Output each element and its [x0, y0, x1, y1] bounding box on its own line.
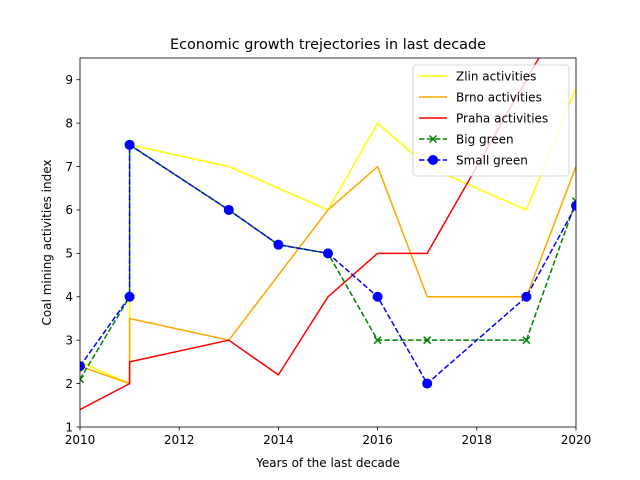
y-tick-label: 9 [65, 73, 73, 87]
data-point-small-green [323, 248, 333, 259]
data-point-small-green [273, 239, 284, 250]
legend-label: Big green [456, 132, 514, 146]
y-tick-label: 5 [65, 247, 73, 261]
legend-marker [428, 134, 438, 144]
y-axis-label: Coal mining activities index [40, 160, 54, 326]
y-tick-label: 2 [65, 377, 73, 391]
legend-item-brno-activities: Brno activities [419, 90, 542, 104]
y-tick-label: 1 [65, 420, 73, 434]
legend-label: Zlin activities [456, 69, 536, 83]
data-point-small-green [124, 291, 135, 302]
y-tick-label: 3 [65, 333, 73, 347]
legend-label: Praha activities [456, 111, 548, 125]
data-point-big-green [373, 336, 382, 345]
series-line-small-green [80, 144, 576, 385]
data-point-small-green [521, 291, 532, 302]
data-point-big-green [522, 336, 531, 345]
legend-marker [428, 155, 438, 165]
series-line-praha-activities [80, 58, 540, 411]
plot-frame [79, 57, 577, 428]
x-tick-label: 2014 [263, 433, 294, 447]
legend-box [412, 64, 570, 177]
legend-item-big-green: Big green [419, 132, 514, 146]
data-point-big-green [423, 336, 432, 345]
legend-item-praha-activities: Praha activities [419, 111, 548, 125]
legend-label: Small green [456, 153, 528, 167]
y-tick-label: 7 [65, 160, 73, 174]
y-tick-label: 8 [65, 116, 73, 130]
data-point-small-green [124, 139, 135, 150]
x-axis-label: Years of the last decade [255, 456, 400, 470]
x-tick-label: 2016 [362, 433, 393, 447]
y-tick-label: 6 [65, 203, 73, 217]
x-tick-label: 2012 [164, 433, 195, 447]
x-tick-label: 2018 [462, 433, 493, 447]
legend-item-zlin-activities: Zlin activities [419, 69, 536, 83]
data-point-small-green [422, 378, 433, 389]
series-layer [80, 58, 576, 411]
legend-item-small-green: Small green [419, 153, 528, 167]
x-tick-label: 2010 [65, 433, 96, 447]
y-tick-label: 4 [65, 290, 73, 304]
x-axis: 2010 2012 2014 2016 2018 2020 [65, 427, 592, 447]
legend: Zlin activities Brno activities Praha acti… [412, 64, 570, 177]
data-point-small-green [571, 200, 576, 211]
legend-label: Brno activities [456, 90, 542, 104]
data-point-small-green [372, 291, 383, 302]
x-tick-label: 2020 [561, 433, 592, 447]
y-axis: 1 2 3 4 5 6 7 8 9 [65, 73, 80, 434]
data-point-big-green [80, 375, 85, 384]
data-point-small-green [80, 361, 85, 372]
data-point-small-green [223, 204, 234, 215]
chart-title: Economic growth trejectories in last dec… [170, 37, 486, 53]
